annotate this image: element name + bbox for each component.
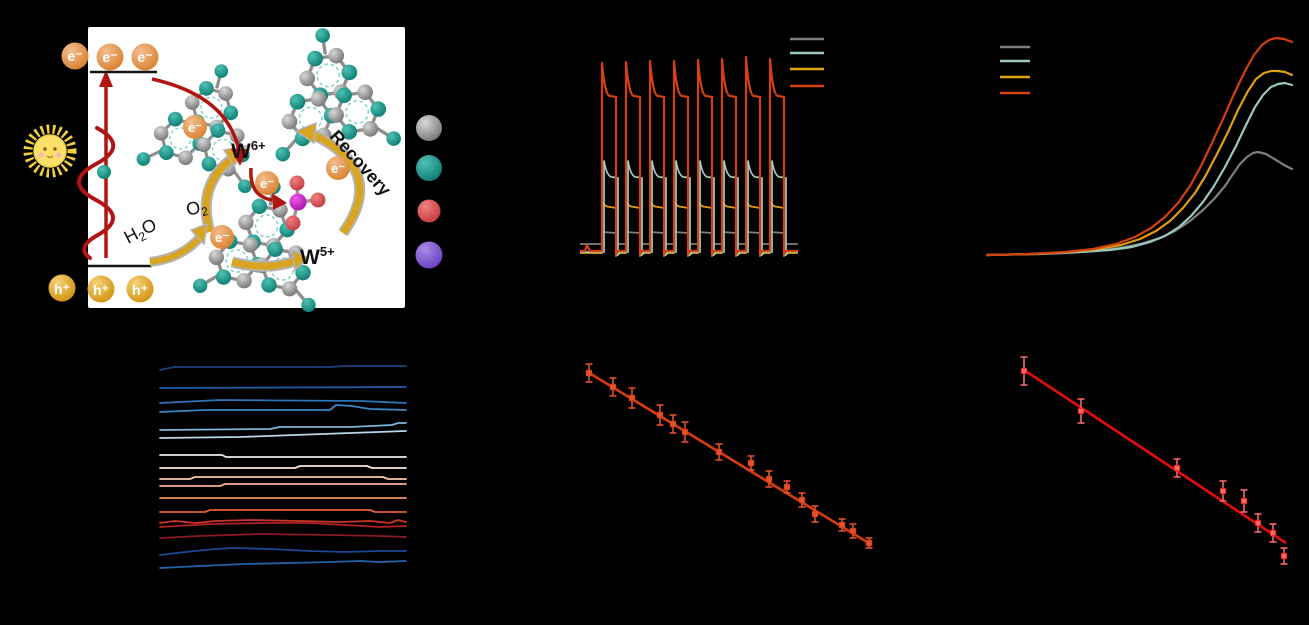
- electron-label: e⁻: [137, 49, 152, 65]
- electron-label: e⁻: [331, 161, 345, 176]
- w6-label: W6+: [231, 138, 266, 163]
- o2-o: O: [184, 197, 203, 220]
- data-point: [1280, 552, 1288, 560]
- trace-06: [159, 430, 407, 439]
- o2-label: O2: [184, 195, 210, 223]
- electron-label: e⁻: [260, 176, 274, 191]
- electron-badge: e⁻: [255, 171, 279, 195]
- electron-badge: e⁻: [326, 156, 350, 180]
- legend-teal-ball: [416, 155, 442, 181]
- data-point: [656, 411, 664, 419]
- coloration-kinetics-chart: [985, 36, 1294, 257]
- legend-gray-ball: [416, 115, 442, 141]
- w5-sup: 5+: [320, 244, 335, 259]
- data-point: [628, 394, 636, 402]
- hole-label: h⁺: [132, 282, 148, 298]
- w6-sup: 6+: [251, 138, 266, 153]
- sun-icon: [23, 124, 77, 178]
- atom-legend: [415, 115, 443, 269]
- trace-10: [159, 483, 407, 487]
- series-red: [985, 36, 1294, 257]
- w5-label: W5+: [300, 244, 335, 269]
- data-point: [669, 420, 677, 428]
- red-arrow-to-phosphate: [249, 167, 287, 210]
- trace-05: [159, 422, 407, 431]
- photocurrent-chart: [580, 37, 824, 257]
- data-point: [1240, 497, 1248, 505]
- trace-15: [159, 533, 407, 539]
- trace-14: [159, 522, 407, 528]
- data-point: [681, 428, 689, 436]
- data-point: [609, 383, 617, 391]
- vb-holes: h⁺ h⁺ h⁺: [48, 274, 154, 303]
- series-red: [580, 55, 798, 256]
- data-point: [849, 527, 857, 535]
- decay-fit-chart-2: [1020, 356, 1288, 565]
- trace-07: [159, 454, 407, 458]
- trace-12: [159, 509, 407, 513]
- w-base: W: [231, 140, 251, 163]
- tungstate-unit: [285, 175, 326, 231]
- data-point: [715, 448, 723, 456]
- stacked-spectra-chart: [159, 365, 407, 569]
- gold-arrow-recovery-arc: [294, 121, 366, 237]
- data-point: [811, 510, 819, 518]
- decay-fit-chart-1: [585, 363, 873, 549]
- data-point: [747, 459, 755, 467]
- series-teal: [985, 81, 1294, 257]
- cb-electrons: e⁻ e⁻ e⁻: [61, 42, 159, 71]
- trace-04: [159, 404, 407, 413]
- gold-arrow-w5: [230, 248, 310, 272]
- legend-red-ball: [417, 199, 441, 223]
- data-point: [838, 521, 846, 529]
- electron-badge: e⁻: [183, 115, 207, 139]
- data-point: [1077, 407, 1085, 415]
- gold-arrow-o2: [149, 222, 208, 267]
- stray-teal-atom: [97, 165, 111, 179]
- mechanism-schematic: e⁻ e⁻ e⁻ e⁻ e⁻ e⁻ e⁻ h⁺ h⁺ h⁺ W6+ W5+ Re…: [23, 0, 443, 330]
- photon-wave-arrow: [77, 126, 116, 260]
- data-point: [798, 496, 806, 504]
- trace-02: [159, 386, 407, 389]
- trace-13: [159, 519, 407, 524]
- data-point: [783, 483, 791, 491]
- red-arrow-to-w6: [151, 77, 248, 166]
- electron-label: e⁻: [67, 48, 82, 64]
- trace-17: [159, 560, 407, 569]
- o2-sub: 2: [200, 204, 210, 219]
- trace-01: [159, 365, 407, 371]
- hole-label: h⁺: [54, 281, 70, 297]
- electron-label: e⁻: [215, 230, 229, 245]
- data-point: [1173, 464, 1181, 472]
- electron-label: e⁻: [188, 120, 202, 135]
- legend-purple-ball: [415, 241, 443, 269]
- trace-08: [159, 465, 407, 469]
- series-gold: [985, 69, 1294, 257]
- data-point: [1219, 487, 1227, 495]
- data-point: [1020, 367, 1028, 375]
- trace-03: [159, 399, 407, 404]
- electron-label: e⁻: [102, 49, 117, 65]
- data-point: [585, 369, 593, 377]
- trace-16: [159, 547, 407, 556]
- electron-badge: e⁻: [210, 225, 234, 249]
- data-point: [765, 475, 773, 483]
- trace-09: [159, 476, 407, 480]
- data-point: [1254, 519, 1262, 527]
- fit-line: [1023, 368, 1287, 545]
- hole-label: h⁺: [93, 282, 109, 298]
- w-base: W: [300, 246, 320, 269]
- data-point: [865, 539, 873, 547]
- data-point: [1269, 529, 1277, 537]
